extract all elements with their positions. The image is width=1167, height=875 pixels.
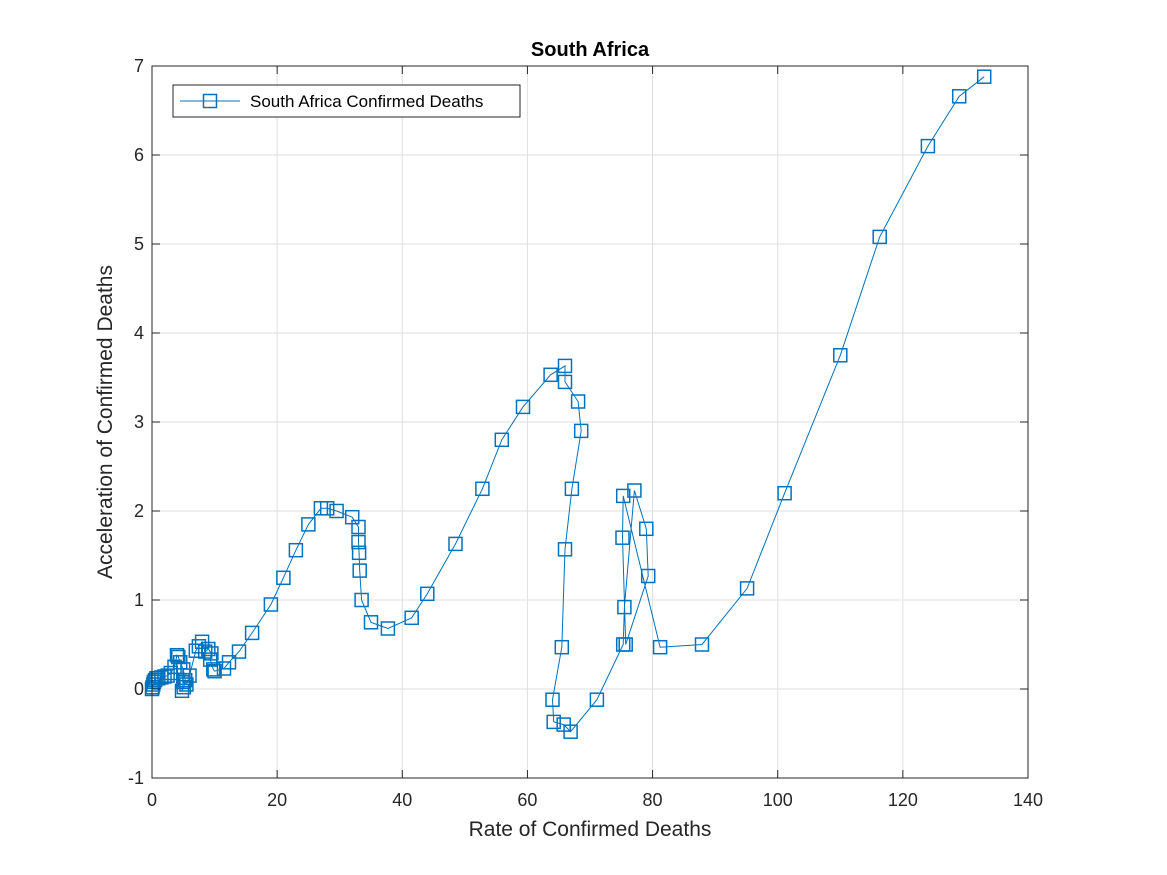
- data-point-marker: [554, 639, 570, 655]
- data-point-marker: [276, 570, 291, 586]
- data-point-marker: [515, 399, 531, 415]
- data-point-marker: [615, 530, 630, 545]
- data-point-marker: [618, 637, 633, 652]
- data-point-marker: [420, 586, 435, 602]
- data-point-marker: [557, 542, 573, 557]
- data-point-marker: [640, 568, 656, 584]
- x-tick-label: 100: [763, 790, 793, 810]
- x-tick-label: 60: [517, 790, 537, 810]
- data-point-marker: [202, 652, 218, 667]
- x-tick-label: 40: [392, 790, 412, 810]
- data-point-marker: [976, 69, 992, 84]
- data-point-marker: [352, 563, 367, 578]
- data-point-marker: [351, 545, 367, 561]
- data-point-marker: [206, 662, 221, 677]
- y-axis: -1 0 1 2 3 4 5 6 7: [128, 56, 1028, 788]
- y-tick-label: 0: [134, 679, 144, 699]
- data-point-marker: [494, 432, 510, 448]
- data-point-marker: [573, 423, 589, 439]
- y-tick-label: 1: [134, 590, 144, 610]
- data-point-marker: [182, 668, 197, 683]
- data-point-marker: [231, 644, 247, 659]
- legend-marker: [202, 93, 218, 109]
- x-axis: 0 20 40 60 80 100 120 140: [147, 66, 1043, 810]
- data-point-marker: [872, 229, 887, 245]
- y-tick-label: -1: [128, 768, 144, 788]
- data-point-marker: [545, 692, 560, 707]
- y-tick-label: 3: [134, 412, 144, 432]
- series-layer: [144, 69, 992, 739]
- data-point-marker: [833, 348, 848, 363]
- data-point-marker: [777, 485, 792, 501]
- data-point-marker: [319, 501, 335, 516]
- y-tick-label: 2: [134, 501, 144, 521]
- data-point-marker: [694, 637, 710, 652]
- data-point-marker: [179, 677, 194, 692]
- data-point-marker: [951, 89, 967, 104]
- x-axis-label: Rate of Confirmed Deaths: [469, 818, 712, 841]
- data-point-marker: [448, 536, 463, 552]
- data-point-marker: [351, 519, 366, 535]
- x-tick-label: 20: [267, 790, 287, 810]
- data-point-marker: [615, 488, 631, 504]
- data-point-marker: [207, 663, 222, 679]
- data-point-marker: [639, 521, 654, 537]
- y-axis-label: Acceleration of Confirmed Deaths: [94, 265, 117, 579]
- x-tick-label: 120: [888, 790, 918, 810]
- data-point-marker: [329, 503, 344, 519]
- data-point-marker: [920, 138, 936, 154]
- data-point-marker: [354, 592, 369, 608]
- data-point-marker: [475, 481, 490, 497]
- data-point-marker: [167, 659, 182, 675]
- data-point-marker: [244, 625, 260, 641]
- data-point-marker: [563, 724, 578, 739]
- y-tick-label: 6: [134, 145, 144, 165]
- legend: South Africa Confirmed Deaths: [172, 84, 521, 118]
- data-point-marker: [201, 641, 216, 657]
- data-point-marker: [557, 358, 573, 374]
- data-point-marker: [739, 581, 755, 596]
- data-point-marker: [404, 610, 419, 626]
- legend-label: South Africa Confirmed Deaths: [250, 92, 483, 111]
- y-tick-label: 7: [134, 56, 144, 76]
- data-point-marker: [652, 639, 668, 655]
- x-tick-label: 80: [643, 790, 663, 810]
- data-point-marker: [617, 599, 632, 615]
- data-point-marker: [557, 374, 573, 390]
- data-point-marker: [546, 714, 561, 730]
- x-tick-label: 0: [147, 790, 157, 810]
- data-point-marker: [564, 481, 580, 497]
- data-point-marker: [351, 534, 366, 550]
- y-tick-label: 5: [134, 234, 144, 254]
- data-point-marker: [221, 655, 237, 670]
- data-point-marker: [288, 542, 304, 558]
- data-point-marker: [543, 367, 558, 383]
- data-point-marker: [570, 394, 586, 409]
- data-point-marker: [627, 483, 642, 498]
- data-point-marker: [380, 621, 396, 636]
- data-point-marker: [363, 615, 379, 630]
- chart-title: South Africa: [531, 39, 650, 61]
- data-point-marker: [301, 517, 316, 532]
- y-tick-label: 4: [134, 323, 144, 343]
- x-tick-label: 140: [1013, 790, 1043, 810]
- data-point-marker: [263, 597, 279, 612]
- data-point-marker: [589, 692, 605, 707]
